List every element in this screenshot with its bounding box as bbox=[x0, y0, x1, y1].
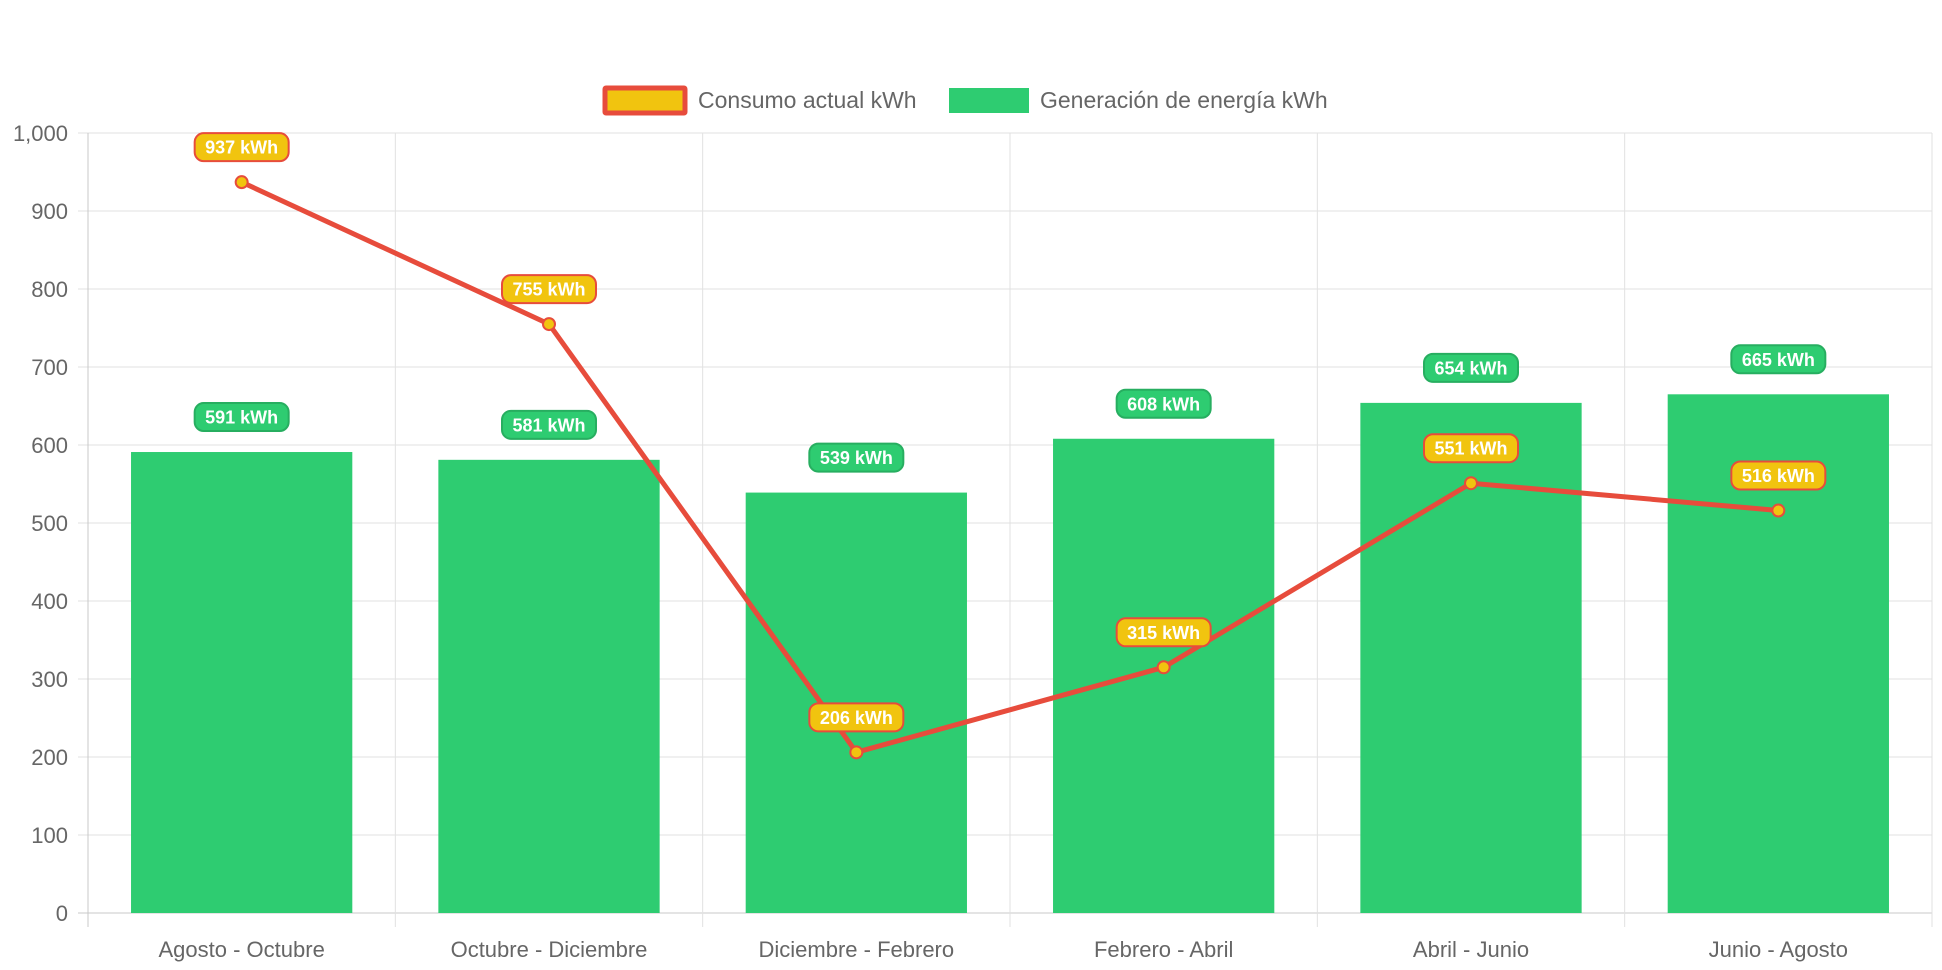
generation-data-label: 591 kWh bbox=[193, 402, 290, 433]
consumption-point[interactable] bbox=[542, 317, 556, 332]
legend-swatch-generation bbox=[949, 88, 1029, 113]
legend: Consumo actual kWh Generación de energía… bbox=[602, 85, 1328, 116]
legend-label-consumption: Consumo actual kWh bbox=[698, 87, 917, 113]
consumption-data-label-text: 937 kWh bbox=[205, 138, 278, 158]
y-tick-label: 500 bbox=[31, 511, 68, 536]
generation-data-label: 665 kWh bbox=[1730, 344, 1827, 375]
y-tick-label: 400 bbox=[31, 589, 68, 614]
consumption-data-label-bg bbox=[1730, 460, 1827, 491]
generation-data-label: 581 kWh bbox=[501, 409, 597, 440]
consumption-data-label-text: 516 kWh bbox=[1742, 466, 1815, 486]
consumption-data-label-text: 315 kWh bbox=[1127, 623, 1200, 643]
consumption-point[interactable] bbox=[1464, 476, 1478, 491]
consumption-data-label-text: 206 kWh bbox=[820, 708, 893, 728]
y-tick-label: 0 bbox=[56, 901, 68, 926]
generation-bars bbox=[131, 394, 1889, 913]
generation-data-label-bg bbox=[808, 442, 905, 473]
generation-data-label-bg bbox=[1730, 344, 1827, 375]
y-tick-label: 300 bbox=[31, 667, 68, 692]
consumption-data-label-bg bbox=[501, 274, 597, 305]
consumption-data-label: 937 kWh bbox=[193, 132, 290, 163]
generation-data-label: 608 kWh bbox=[1115, 388, 1212, 419]
y-tick-label: 700 bbox=[31, 355, 68, 380]
generation-data-label-text: 581 kWh bbox=[512, 415, 585, 435]
consumption-data-label-bg bbox=[808, 702, 905, 733]
y-tick-label: 200 bbox=[31, 745, 68, 770]
generation-bar[interactable] bbox=[438, 459, 660, 913]
x-tick-label: Junio - Agosto bbox=[1709, 937, 1848, 962]
x-tick-label: Abril - Junio bbox=[1413, 937, 1529, 962]
consumption-data-label-bg bbox=[1115, 617, 1212, 648]
y-axis: 0 100 200 300 400 500 600 700 800 900 1,000 bbox=[13, 121, 68, 926]
legend-label-generation: Generación de energía kWh bbox=[1040, 87, 1328, 113]
generation-data-label: 654 kWh bbox=[1423, 352, 1519, 383]
consumption-point[interactable] bbox=[1156, 660, 1171, 675]
y-tick-label: 600 bbox=[31, 433, 68, 458]
y-tick-label: 100 bbox=[31, 823, 68, 848]
generation-data-label-text: 608 kWh bbox=[1127, 394, 1200, 414]
generation-data-label-bg bbox=[193, 402, 290, 433]
consumption-data-label: 315 kWh bbox=[1115, 617, 1212, 648]
consumption-point[interactable] bbox=[234, 175, 249, 190]
consumption-line bbox=[234, 175, 1786, 760]
consumption-data-label-bg bbox=[1423, 433, 1519, 464]
x-tick-label: Febrero - Abril bbox=[1094, 937, 1233, 962]
legend-item-consumption[interactable]: Consumo actual kWh bbox=[602, 85, 917, 116]
generation-bar[interactable] bbox=[131, 452, 353, 913]
legend-item-generation[interactable]: Generación de energía kWh bbox=[949, 87, 1328, 113]
generation-data-label-bg bbox=[501, 409, 597, 440]
generation-data-label-text: 591 kWh bbox=[205, 408, 278, 428]
y-tick-label: 800 bbox=[31, 277, 68, 302]
y-tick-label: 900 bbox=[31, 199, 68, 224]
generation-data-label: 539 kWh bbox=[808, 442, 905, 473]
x-tick-label: Octubre - Diciembre bbox=[451, 937, 648, 962]
consumption-point[interactable] bbox=[1771, 503, 1786, 518]
consumption-data-label-text: 755 kWh bbox=[512, 280, 585, 300]
consumption-data-label-text: 551 kWh bbox=[1434, 439, 1507, 459]
consumption-line-path bbox=[239, 179, 1781, 755]
legend-swatch-consumption bbox=[602, 85, 688, 116]
consumption-point[interactable] bbox=[849, 745, 864, 760]
consumption-data-label: 755 kWh bbox=[501, 274, 597, 305]
x-tick-label: Agosto - Octubre bbox=[159, 937, 325, 962]
consumption-data-label-bg bbox=[193, 132, 290, 163]
generation-data-label-bg bbox=[1423, 352, 1519, 383]
data-labels: 591 kWh 581 kWh 539 kWh 608 kWh 654 kWh 665 k… bbox=[193, 132, 1827, 733]
x-axis: Agosto - Octubre Octubre - Diciembre Dicie… bbox=[159, 937, 1849, 962]
consumption-data-label: 206 kWh bbox=[808, 702, 905, 733]
consumption-data-label: 551 kWh bbox=[1423, 433, 1519, 464]
generation-bar[interactable] bbox=[1053, 438, 1275, 913]
generation-data-label-text: 539 kWh bbox=[820, 448, 893, 468]
generation-data-label-bg bbox=[1115, 388, 1212, 419]
x-tick-label: Diciembre - Febrero bbox=[759, 937, 955, 962]
generation-data-label-text: 665 kWh bbox=[1742, 350, 1815, 370]
generation-data-label-text: 654 kWh bbox=[1434, 358, 1507, 378]
consumption-data-label: 516 kWh bbox=[1730, 460, 1827, 491]
grid-lines bbox=[78, 132, 1933, 927]
y-tick-label: 1,000 bbox=[13, 121, 68, 146]
